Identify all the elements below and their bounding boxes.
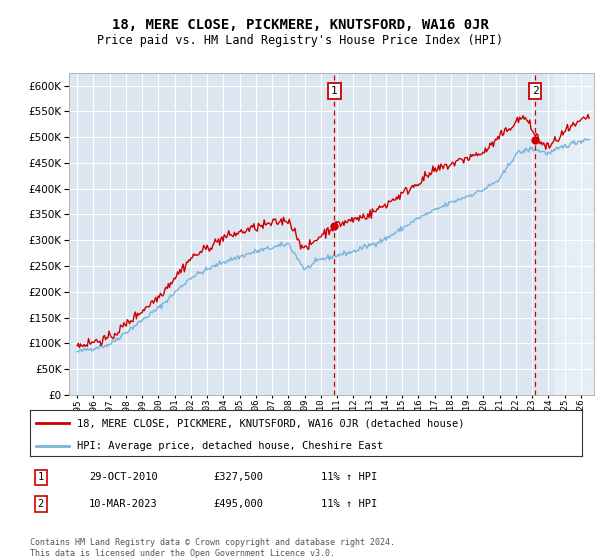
Text: 29-OCT-2010: 29-OCT-2010 [89, 472, 158, 482]
Text: 1: 1 [331, 86, 338, 96]
Text: HPI: Average price, detached house, Cheshire East: HPI: Average price, detached house, Ches… [77, 441, 383, 451]
Text: 11% ↑ HPI: 11% ↑ HPI [321, 472, 377, 482]
Text: Price paid vs. HM Land Registry's House Price Index (HPI): Price paid vs. HM Land Registry's House … [97, 34, 503, 47]
Text: 1: 1 [38, 472, 44, 482]
Text: £327,500: £327,500 [213, 472, 263, 482]
Text: 18, MERE CLOSE, PICKMERE, KNUTSFORD, WA16 0JR: 18, MERE CLOSE, PICKMERE, KNUTSFORD, WA1… [112, 18, 488, 32]
Text: Contains HM Land Registry data © Crown copyright and database right 2024.
This d: Contains HM Land Registry data © Crown c… [30, 538, 395, 558]
Text: 10-MAR-2023: 10-MAR-2023 [89, 499, 158, 509]
Bar [554, 73, 594, 395]
Text: £495,000: £495,000 [213, 499, 263, 509]
Text: 2: 2 [532, 86, 539, 96]
Text: 18, MERE CLOSE, PICKMERE, KNUTSFORD, WA16 0JR (detached house): 18, MERE CLOSE, PICKMERE, KNUTSFORD, WA1… [77, 418, 464, 428]
Text: 2: 2 [38, 499, 44, 509]
Text: 11% ↑ HPI: 11% ↑ HPI [321, 499, 377, 509]
